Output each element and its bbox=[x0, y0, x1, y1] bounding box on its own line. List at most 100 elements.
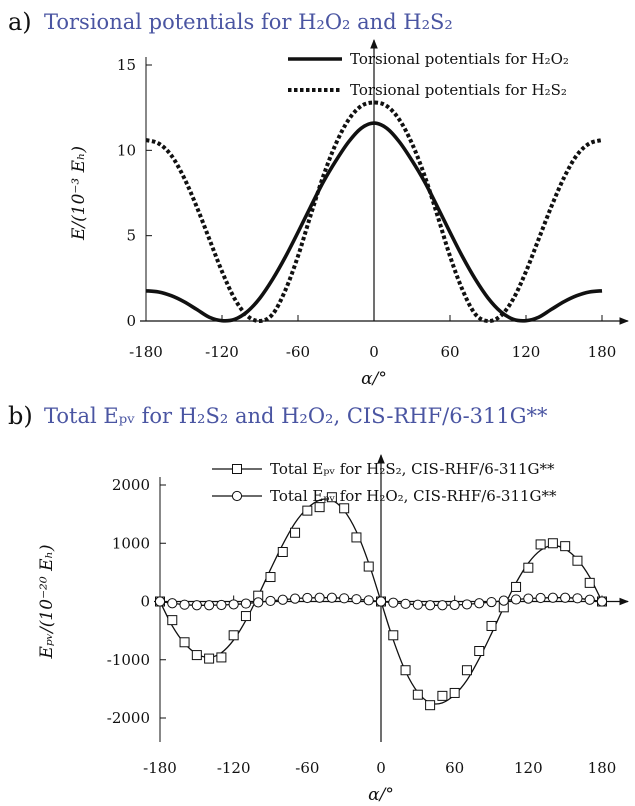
data-point bbox=[326, 492, 337, 503]
data-point bbox=[240, 611, 251, 622]
data-point bbox=[351, 532, 362, 543]
data-point bbox=[240, 598, 252, 609]
panel-a-letter: a) bbox=[8, 8, 32, 36]
data-point bbox=[191, 650, 202, 661]
data-point bbox=[412, 599, 423, 610]
data-point bbox=[216, 599, 227, 611]
x-tick-label: -180 bbox=[143, 759, 177, 777]
data-point bbox=[302, 505, 313, 516]
x-tick-label: 180 bbox=[588, 343, 617, 361]
y-tick-label: 15 bbox=[117, 56, 136, 74]
data-point bbox=[511, 581, 522, 592]
data-point bbox=[437, 600, 448, 611]
series-2 bbox=[145, 100, 603, 324]
data-point bbox=[425, 600, 436, 611]
data-point bbox=[216, 652, 227, 663]
panel-a-chart: -180 -120 -60 0 60 120 180 0 5 10 15 α/° E/(10⁻³ Eₕ)… bbox=[69, 39, 629, 389]
data-point bbox=[265, 572, 276, 583]
y-tick-label: 0 bbox=[126, 312, 136, 330]
series-1 bbox=[145, 121, 603, 323]
data-point bbox=[154, 596, 166, 607]
data-point bbox=[425, 700, 436, 711]
legend-label: Total Eₚᵥ for H₂S₂, CIS-RHF/6-311G** bbox=[270, 460, 555, 478]
x-tick-label: -60 bbox=[295, 759, 319, 777]
data-point bbox=[461, 599, 473, 610]
data-point bbox=[375, 596, 387, 607]
data-point bbox=[228, 599, 239, 610]
series-line bbox=[145, 100, 603, 324]
data-point bbox=[498, 595, 509, 606]
y-tick-label: 2000 bbox=[112, 476, 150, 494]
y-tick-label: -1000 bbox=[107, 651, 150, 669]
data-point bbox=[326, 592, 337, 603]
data-point bbox=[535, 592, 546, 604]
y-axis-label: Eₚᵥ/(10⁻²⁰ Eₕ) bbox=[37, 545, 57, 660]
data-point bbox=[204, 653, 215, 664]
data-point bbox=[461, 665, 472, 676]
data-point bbox=[474, 598, 485, 609]
data-point bbox=[584, 594, 595, 605]
data-point bbox=[363, 561, 374, 572]
x-tick-label: 120 bbox=[512, 343, 541, 361]
data-point bbox=[412, 689, 423, 700]
x-axis-label: α/° bbox=[368, 785, 394, 805]
data-point bbox=[437, 690, 448, 701]
legend-marker bbox=[231, 490, 243, 502]
data-point bbox=[204, 600, 215, 611]
panel-a-title: Torsional potentials for H₂O₂ and H₂S₂ bbox=[44, 10, 453, 34]
y-tick-label: 10 bbox=[117, 141, 136, 159]
legend: Torsional potentials for H₂O₂ Torsional p… bbox=[288, 50, 569, 99]
data-point bbox=[510, 594, 522, 605]
data-point bbox=[560, 592, 571, 603]
data-point bbox=[449, 599, 460, 611]
legend-label: Torsional potentials for H₂S₂ bbox=[350, 81, 567, 99]
data-point bbox=[523, 562, 534, 573]
data-point bbox=[363, 595, 374, 606]
x-tick-label: 180 bbox=[588, 759, 617, 777]
data-point bbox=[449, 687, 460, 698]
data-point bbox=[290, 527, 301, 538]
data-point bbox=[547, 592, 558, 603]
x-tick-label: 60 bbox=[445, 759, 464, 777]
data-point bbox=[191, 600, 202, 611]
data-point bbox=[560, 541, 571, 552]
data-point bbox=[400, 665, 411, 676]
data-point bbox=[572, 555, 583, 566]
y-axis-label: E/(10⁻³ Eₕ) bbox=[69, 146, 89, 241]
data-point bbox=[253, 597, 264, 608]
panel-b-title: Total Eₚᵥ for H₂S₂ and H₂O₂, CIS-RHF/6-3… bbox=[44, 404, 548, 428]
data-point bbox=[167, 598, 178, 609]
data-point bbox=[228, 630, 239, 641]
data-point bbox=[277, 546, 288, 557]
x-tick-label: -120 bbox=[217, 759, 251, 777]
data-point bbox=[388, 630, 399, 641]
x-tick-label: -60 bbox=[286, 343, 310, 361]
data-point bbox=[596, 596, 608, 607]
data-point bbox=[351, 594, 362, 605]
panel-b-chart: -180 -120 -60 0 60 120 180 -2000 -1000 0 1000 2000 α… bbox=[37, 454, 629, 805]
y-tick-label: -2000 bbox=[107, 709, 150, 727]
legend-marker bbox=[232, 464, 242, 474]
data-point bbox=[388, 597, 399, 608]
data-point bbox=[572, 593, 583, 604]
data-point bbox=[474, 646, 485, 657]
data-point bbox=[400, 598, 411, 609]
x-tick-label: 0 bbox=[376, 759, 386, 777]
y-tick-label: 0 bbox=[140, 593, 150, 611]
data-point bbox=[339, 593, 350, 604]
data-point bbox=[486, 596, 497, 608]
data-point bbox=[547, 538, 558, 549]
data-point bbox=[339, 503, 350, 514]
data-point bbox=[265, 595, 276, 607]
x-tick-label: -180 bbox=[129, 343, 163, 361]
x-tick-label: 0 bbox=[369, 343, 379, 361]
data-point bbox=[314, 502, 325, 513]
data-point bbox=[179, 637, 190, 648]
data-point bbox=[535, 539, 546, 550]
data-point bbox=[523, 593, 534, 604]
panel-b-letter: b) bbox=[8, 402, 33, 430]
data-point bbox=[486, 620, 497, 631]
x-tick-label: 120 bbox=[514, 759, 543, 777]
x-tick-label: -120 bbox=[205, 343, 239, 361]
data-point bbox=[584, 577, 595, 588]
